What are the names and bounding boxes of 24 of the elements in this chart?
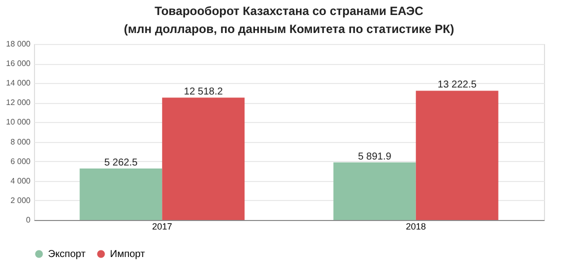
- data-label: 5 891.9: [358, 151, 392, 162]
- y-tick-label: 14 000: [6, 78, 32, 88]
- y-tick-label: 0: [26, 216, 32, 224]
- bar: [416, 90, 498, 220]
- y-tick-label: 12 000: [6, 98, 32, 108]
- chart-subtitle: (млн долларов, по данным Комитета по статистике РК): [124, 22, 454, 36]
- legend-label: Импорт: [110, 249, 146, 260]
- y-tick-label: 16 000: [6, 59, 32, 68]
- data-label: 12 518.2: [184, 86, 224, 98]
- y-tick-label: 6 000: [10, 156, 32, 166]
- y-tick-label: 2 000: [10, 196, 32, 205]
- y-tick-label: 8 000: [10, 137, 32, 146]
- data-label: 13 222.5: [438, 80, 477, 91]
- x-tick-label: 2017: [152, 222, 172, 232]
- data-label: 5 262.5: [104, 158, 138, 169]
- chart-title: Товарооборот Казахстана со странами ЕАЭС: [154, 4, 424, 18]
- y-tick-label: 4 000: [10, 176, 32, 186]
- bar: [162, 98, 245, 220]
- y-tick-label: 18 000: [6, 40, 32, 48]
- bar: [80, 168, 162, 220]
- bar: [333, 162, 416, 220]
- legend-label: Экспорт: [48, 249, 86, 260]
- x-tick-label: 2018: [406, 222, 426, 232]
- y-tick-label: 10 000: [6, 118, 32, 127]
